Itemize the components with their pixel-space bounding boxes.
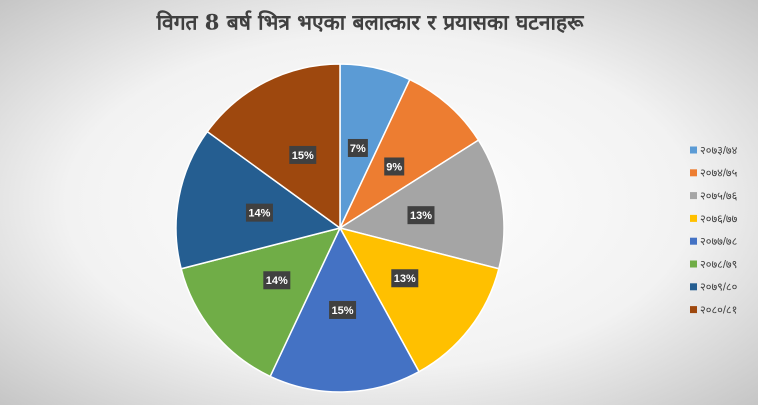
legend-label: २०७८/७९ — [700, 259, 737, 271]
value-label-box — [407, 206, 435, 225]
legend-swatch — [690, 260, 697, 268]
value-label: 14% — [248, 208, 270, 220]
value-label-box — [384, 157, 405, 176]
value-label-box — [245, 203, 273, 222]
pie-slice — [338, 78, 480, 231]
pie-slice — [338, 139, 505, 270]
legend-swatch — [690, 169, 697, 177]
value-label-box — [289, 145, 317, 164]
value-label: 9% — [386, 161, 402, 173]
value-label: 14% — [266, 275, 288, 287]
legend-label: २०७३/७४ — [700, 145, 738, 157]
pie-slice — [206, 63, 341, 230]
legend-label: २०७९/८० — [700, 282, 738, 294]
legend-swatch — [690, 214, 697, 222]
value-label: 13% — [394, 273, 416, 285]
legend-label: २०८०/८१ — [700, 305, 737, 317]
value-label: 7% — [350, 143, 366, 155]
value-label: 15% — [292, 150, 314, 162]
value-label-box — [263, 271, 291, 290]
chart-title: विगत 8 बर्ष भित्र भएका बलात्कार र प्रयास… — [156, 10, 586, 35]
legend-swatch — [690, 306, 697, 314]
legend-swatch — [690, 237, 697, 245]
value-label-box — [391, 269, 419, 288]
pie-slice — [338, 226, 500, 373]
value-label-box — [329, 300, 357, 319]
legend-label: २०७६/७७ — [700, 213, 738, 225]
legend-label: २०७७/७८ — [700, 236, 738, 248]
pie-slice — [180, 226, 342, 378]
value-label: 15% — [332, 305, 354, 317]
value-label: 13% — [410, 210, 432, 222]
legend-swatch — [690, 283, 697, 291]
legend-swatch — [690, 146, 697, 154]
pie-slice — [175, 130, 342, 270]
legend-label: २०७५/७६ — [700, 191, 738, 203]
legend-swatch — [690, 192, 697, 200]
legend-label: २०७४/७५ — [700, 168, 738, 180]
value-label-box — [347, 138, 368, 157]
